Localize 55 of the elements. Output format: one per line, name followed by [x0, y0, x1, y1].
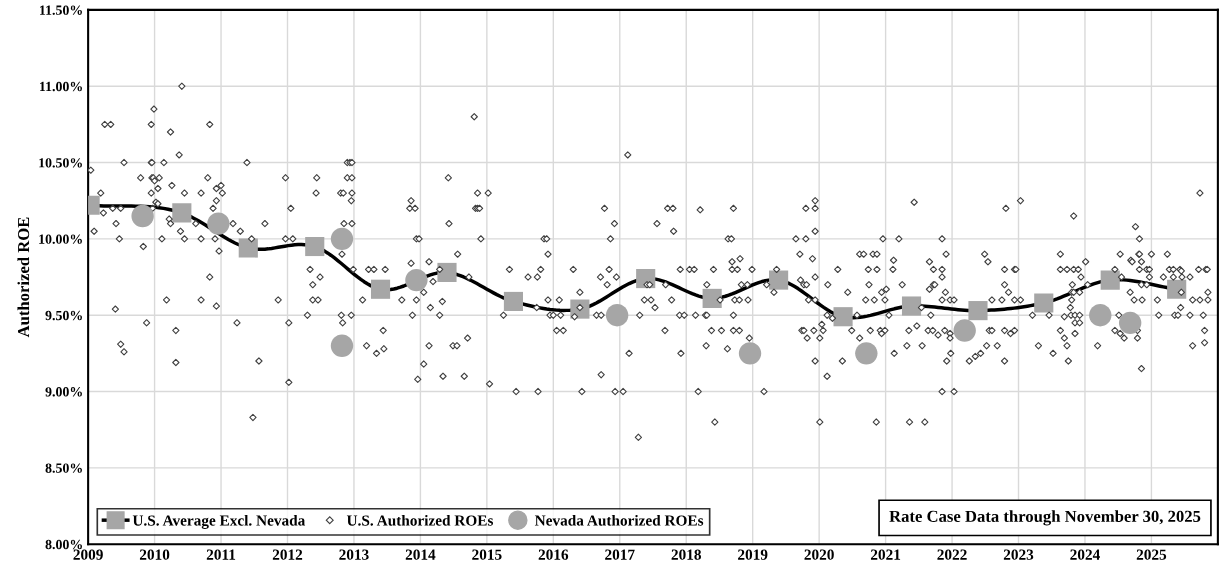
- point: [172, 203, 192, 223]
- point: [305, 236, 325, 257]
- point: [738, 342, 762, 365]
- y-tick-label: 11.50%: [40, 5, 82, 15]
- point: [370, 279, 391, 299]
- y-tick-label: 8.50%: [45, 463, 82, 473]
- y-tick-label: 9.00%: [45, 387, 82, 397]
- x-tick-label: 2024: [1070, 549, 1100, 560]
- x-tick-label: 2016: [538, 549, 569, 560]
- point: [405, 268, 428, 292]
- legend-label: U.S. Average Excl. Nevada: [132, 514, 306, 529]
- y-tick-label: 8.00%: [45, 539, 82, 550]
- x-tick-label: 2009: [73, 549, 103, 560]
- x-tick-label: 2017: [605, 549, 635, 560]
- point: [503, 291, 524, 312]
- point: [953, 319, 976, 342]
- x-tick-label: 2021: [870, 549, 901, 560]
- x-tick-label: 2018: [671, 549, 701, 560]
- legend-label: Nevada Authorized ROEs: [534, 514, 704, 526]
- point: [1089, 304, 1112, 327]
- point: [207, 212, 230, 235]
- x-tick-label: 2013: [339, 549, 369, 560]
- point: [330, 334, 354, 357]
- x-tick-label: 2012: [272, 549, 303, 560]
- point: [769, 270, 789, 290]
- y-tick-label: 10.50%: [39, 158, 82, 168]
- point: [968, 301, 988, 321]
- point: [1034, 293, 1054, 313]
- point: [855, 342, 878, 365]
- x-tick-label: 2011: [206, 549, 236, 560]
- y-tick-label: 11.00%: [40, 81, 82, 92]
- x-tick-label: 2022: [937, 549, 967, 560]
- legend-label: U.S. Authorized ROEs: [346, 514, 494, 526]
- annotation: Rate Case Data through November 30, 2025: [889, 510, 1201, 526]
- y-axis-title: Authorized ROE: [17, 217, 30, 338]
- point: [238, 238, 258, 258]
- point: [605, 304, 629, 327]
- x-tick-label: 2014: [405, 549, 436, 560]
- point: [1167, 279, 1187, 299]
- point: [1100, 270, 1120, 290]
- point: [437, 262, 457, 283]
- y-tick-label: 9.50%: [45, 310, 82, 321]
- point: [833, 307, 853, 327]
- x-tick-label: 2020: [804, 549, 834, 560]
- point: [330, 227, 354, 251]
- point: [901, 296, 922, 316]
- x-tick-label: 2019: [738, 549, 768, 560]
- x-tick-label: 2010: [139, 549, 170, 560]
- point: [131, 204, 154, 228]
- x-tick-label: 2025: [1136, 549, 1167, 560]
- point: [702, 288, 722, 308]
- x-tick-label: 2023: [1003, 549, 1034, 560]
- point: [1118, 311, 1142, 335]
- y-tick-label: 10.00%: [39, 234, 82, 244]
- x-tick-label: 2015: [472, 549, 502, 560]
